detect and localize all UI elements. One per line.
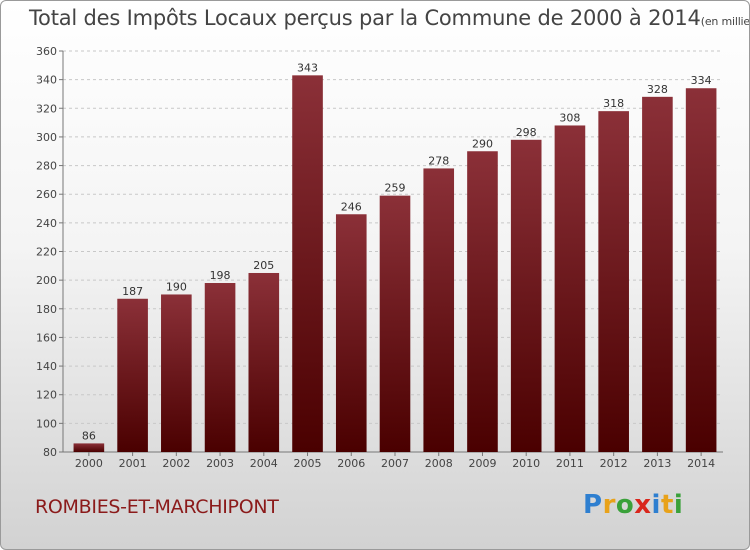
- bar: [161, 294, 192, 452]
- logo-letter: t: [660, 490, 674, 520]
- commune-name: ROMBIES-ET-MARCHIPONT: [35, 496, 279, 518]
- bar: [510, 139, 542, 453]
- logo-letter: P: [583, 490, 603, 520]
- data-label: 334: [691, 74, 712, 87]
- x-tick-label: 2005: [294, 457, 322, 470]
- y-tick-label: 200: [36, 274, 57, 287]
- x-tick-label: 2007: [381, 457, 409, 470]
- data-label: 246: [341, 200, 362, 213]
- data-label: 205: [253, 259, 274, 272]
- y-tick-label: 100: [36, 417, 57, 430]
- data-label: 198: [210, 269, 231, 282]
- logo-letter: r: [602, 490, 616, 520]
- logo-letter: i: [651, 490, 661, 520]
- logo-letter: o: [615, 490, 635, 520]
- chart-unit: (en milliers d'€): [700, 15, 750, 28]
- y-tick-label: 180: [36, 303, 57, 316]
- y-tick-label: 280: [36, 160, 57, 173]
- data-label: 343: [297, 61, 318, 74]
- x-tick-label: 2009: [468, 457, 496, 470]
- y-tick-label: 140: [36, 360, 57, 373]
- data-label: 308: [559, 111, 580, 124]
- data-label: 318: [603, 97, 624, 110]
- data-label: 298: [516, 126, 537, 139]
- x-tick-label: 2006: [337, 457, 365, 470]
- x-tick-label: 2011: [556, 457, 584, 470]
- x-tick-label: 2000: [75, 457, 103, 470]
- bar: [598, 111, 629, 453]
- data-label: 190: [166, 280, 187, 293]
- bar: [73, 443, 105, 452]
- y-tick-label: 300: [36, 131, 57, 144]
- y-tick-label: 80: [43, 446, 57, 459]
- y-tick-label: 360: [36, 45, 57, 58]
- x-tick-label: 2003: [206, 457, 234, 470]
- x-tick-label: 2014: [687, 457, 715, 470]
- data-label: 259: [385, 182, 406, 195]
- chart-title-text: Total des Impôts Locaux perçus par la Co…: [29, 6, 701, 30]
- logo-letter: x: [634, 490, 652, 520]
- bars: [73, 75, 717, 453]
- logo-letter: i: [673, 490, 684, 520]
- y-tick-label: 120: [36, 389, 57, 402]
- x-tick-label: 2001: [119, 457, 147, 470]
- chart-title: Total des Impôts Locaux perçus par la Co…: [29, 6, 750, 30]
- bar: [204, 283, 236, 452]
- data-label: 187: [122, 285, 143, 298]
- data-label: 278: [428, 154, 449, 167]
- bar: [467, 151, 498, 452]
- x-tick-label: 2004: [250, 457, 278, 470]
- bar: [292, 75, 323, 452]
- bar: [642, 96, 673, 452]
- x-tick-label: 2010: [512, 457, 540, 470]
- y-tick-label: 240: [36, 217, 57, 230]
- x-tick-label: 2008: [425, 457, 453, 470]
- x-tick-label: 2002: [162, 457, 190, 470]
- data-label: 328: [647, 83, 668, 96]
- y-tick-label: 260: [36, 188, 57, 201]
- bar: [379, 195, 411, 452]
- x-tick-label: 2012: [600, 457, 628, 470]
- bar: [248, 272, 280, 452]
- y-tick-label: 320: [36, 102, 57, 115]
- y-tick-label: 160: [36, 331, 57, 344]
- bar: [117, 298, 148, 452]
- data-label: 86: [82, 429, 96, 442]
- bar: [423, 168, 455, 452]
- y-tick-label: 220: [36, 246, 57, 259]
- proxiti-logo[interactable]: Proxiti: [583, 490, 683, 520]
- bar: [554, 125, 586, 452]
- bar: [335, 214, 367, 452]
- bar: [685, 88, 717, 452]
- data-label: 290: [472, 137, 493, 150]
- x-tick-label: 2013: [643, 457, 671, 470]
- y-tick-label: 340: [36, 74, 57, 87]
- labels: 80 100 120 140 160 180 200 220 240 260 280 300 320 34…: [36, 45, 715, 470]
